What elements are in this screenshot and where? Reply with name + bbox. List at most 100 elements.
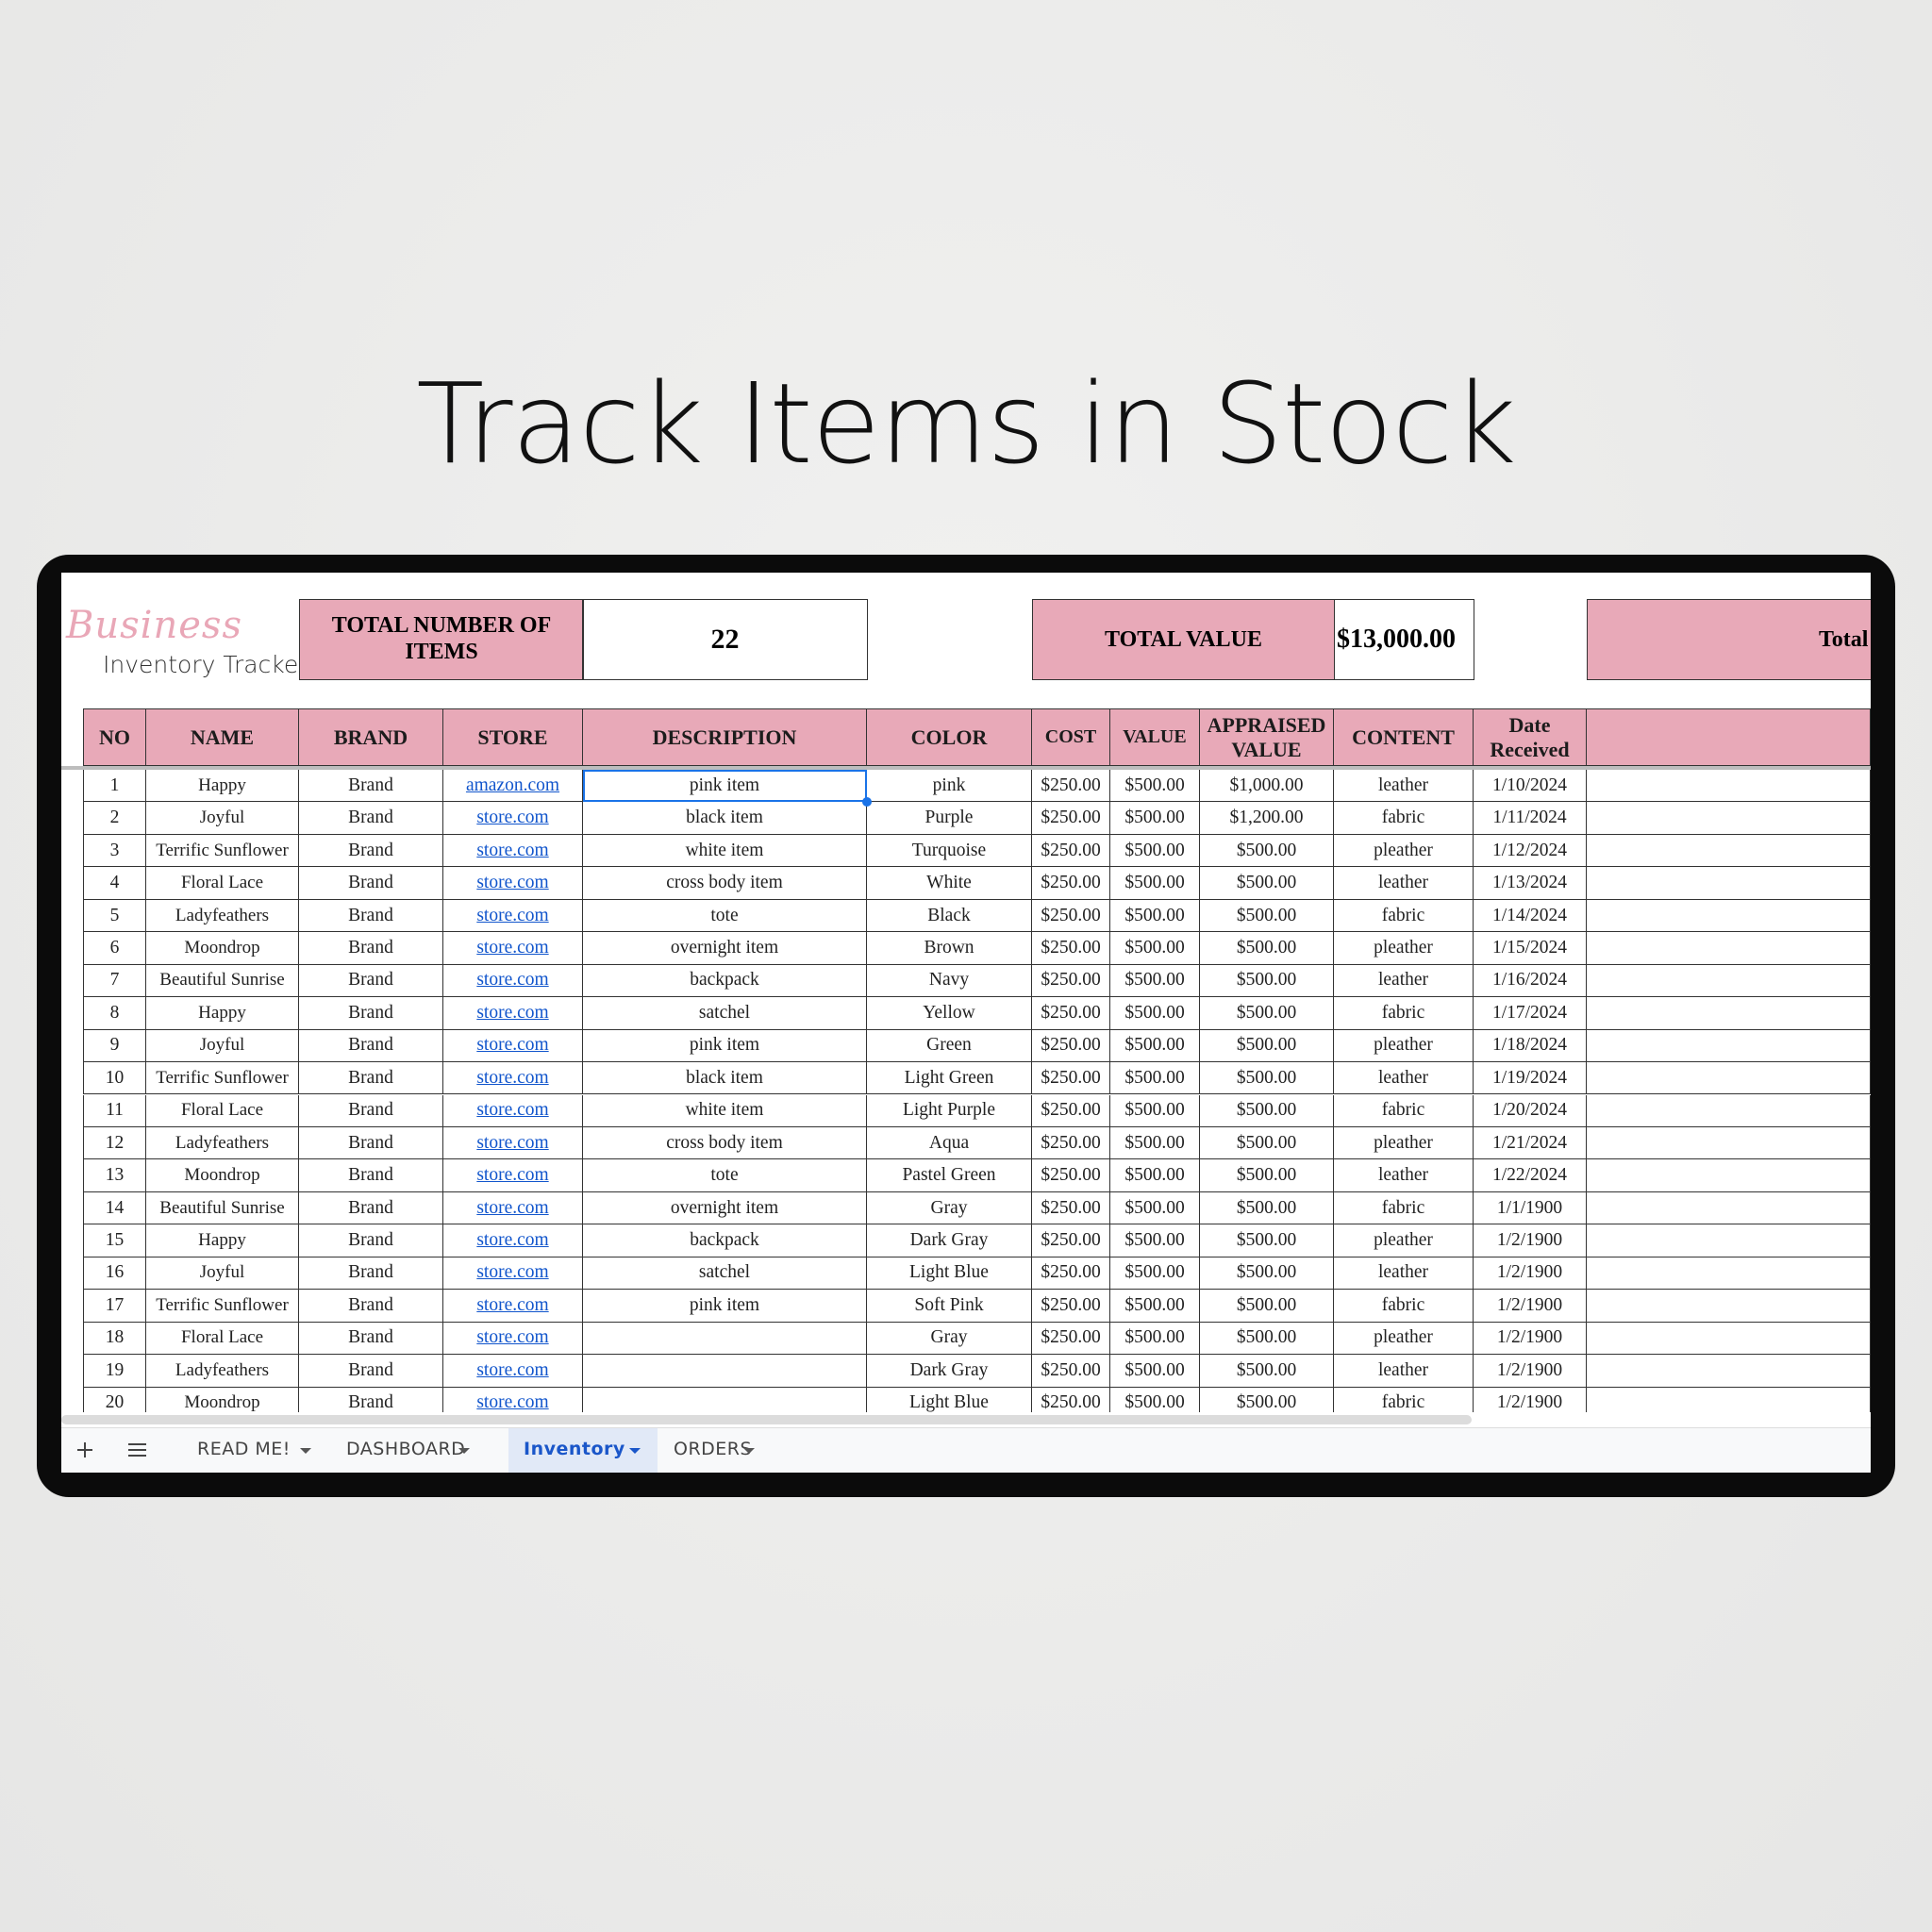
table-cell: $500.00 <box>1200 1355 1334 1388</box>
table-cell: Aqua <box>867 1126 1032 1160</box>
store-link[interactable]: store.com <box>443 1322 583 1356</box>
table-cell: $500.00 <box>1200 1062 1334 1095</box>
table-cell: Light Blue <box>867 1257 1032 1291</box>
table-cell: Brand <box>299 1094 443 1127</box>
table-cell: leather <box>1334 867 1474 900</box>
table-cell: Brand <box>299 834 443 868</box>
table-cell: Gray <box>867 1191 1032 1225</box>
column-header: STORE <box>443 708 583 766</box>
table-cell: $500.00 <box>1200 867 1334 900</box>
table-cell: $500.00 <box>1110 1062 1200 1095</box>
store-link[interactable]: store.com <box>443 1224 583 1257</box>
table-cell: 14 <box>83 1191 146 1225</box>
table-cell: 7 <box>83 964 146 998</box>
table-cell[interactable]: pink item <box>583 770 867 803</box>
table-cell: pleather <box>1334 1126 1474 1160</box>
store-link[interactable]: amazon.com <box>443 770 583 803</box>
table-cell: Moondrop <box>146 1387 299 1412</box>
table-cell: Brand <box>299 867 443 900</box>
store-link[interactable]: store.com <box>443 1159 583 1192</box>
table-cell: Brand <box>299 932 443 965</box>
store-link[interactable]: store.com <box>443 1387 583 1412</box>
table-cell: 6 <box>83 932 146 965</box>
table-cell: $250.00 <box>1032 964 1110 998</box>
table-cell: $500.00 <box>1110 1387 1200 1412</box>
table-cell: leather <box>1334 964 1474 998</box>
table-cell: $500.00 <box>1200 964 1334 998</box>
store-link[interactable]: store.com <box>443 802 583 835</box>
table-cell: 13 <box>83 1159 146 1192</box>
table-cell: $250.00 <box>1032 770 1110 803</box>
table-cell: 1/1/1900 <box>1474 1191 1587 1225</box>
sheet-tab[interactable]: Inventory <box>508 1428 658 1473</box>
table-cell: tote <box>583 899 867 933</box>
store-link[interactable]: store.com <box>443 1355 583 1388</box>
table-cell: overnight item <box>583 1191 867 1225</box>
store-link[interactable]: store.com <box>443 1029 583 1063</box>
table-cell: $250.00 <box>1032 867 1110 900</box>
table: NO 1 2 3 4 5 6 7 8 9 10 11 12 13 14 15 16 17 18 19 20 NAME Hap… <box>61 708 1871 1412</box>
store-link[interactable]: store.com <box>443 964 583 998</box>
store-link[interactable]: store.com <box>443 834 583 868</box>
table-cell: $500.00 <box>1110 867 1200 900</box>
store-link[interactable]: store.com <box>443 1257 583 1291</box>
table-cell: Brand <box>299 1387 443 1412</box>
table-cell: Beautiful Sunrise <box>146 1191 299 1225</box>
store-link[interactable]: store.com <box>443 1191 583 1225</box>
table-cell: 1/2/1900 <box>1474 1224 1587 1257</box>
store-link[interactable]: store.com <box>443 1062 583 1095</box>
sheet-tab[interactable]: DASHBOARD <box>331 1428 487 1473</box>
table-cell: $500.00 <box>1200 1224 1334 1257</box>
table-cell: 20 <box>83 1387 146 1412</box>
store-link[interactable]: store.com <box>443 997 583 1030</box>
store-link[interactable]: store.com <box>443 932 583 965</box>
all-sheets-icon <box>128 1443 146 1445</box>
table-cell: black item <box>583 802 867 835</box>
table-cell: $250.00 <box>1032 1224 1110 1257</box>
table-cell: $500.00 <box>1110 1159 1200 1192</box>
table-cell: Turquoise <box>867 834 1032 868</box>
store-link[interactable]: store.com <box>443 1290 583 1323</box>
table-cell: Brand <box>299 1159 443 1192</box>
table-cell: $250.00 <box>1032 1290 1110 1323</box>
table-cell: Ladyfeathers <box>146 1126 299 1160</box>
table-cell: backpack <box>583 1224 867 1257</box>
sheet-tab-label: Inventory <box>524 1439 625 1459</box>
spreadsheet-screen: Business Inventory Tracker TOTAL NUMBER OF… <box>61 573 1871 1473</box>
table-cell: Brown <box>867 932 1032 965</box>
store-link[interactable]: store.com <box>443 899 583 933</box>
store-link[interactable]: store.com <box>443 1094 583 1127</box>
table-cell: 1/21/2024 <box>1474 1126 1587 1160</box>
total-items-value: 22 <box>582 599 868 680</box>
store-link[interactable]: store.com <box>443 1126 583 1160</box>
sheet-tab[interactable]: ORDERS <box>658 1428 772 1473</box>
table-cell: Brand <box>299 1126 443 1160</box>
table-cell: Brand <box>299 802 443 835</box>
table-cell: $250.00 <box>1032 802 1110 835</box>
table-cell: $500.00 <box>1110 1322 1200 1356</box>
table-cell: Brand <box>299 899 443 933</box>
table-cell: fabric <box>1334 1191 1474 1225</box>
heading: Track Items in Stock <box>416 358 1517 489</box>
empty-cell <box>1587 964 1871 998</box>
empty-cell <box>1587 802 1871 835</box>
table-cell: $250.00 <box>1032 1126 1110 1160</box>
table-cell: 1/2/1900 <box>1474 1322 1587 1356</box>
empty-cell <box>1587 1159 1871 1192</box>
table-cell: Terrific Sunflower <box>146 1290 299 1323</box>
table-cell: $500.00 <box>1200 1191 1334 1225</box>
table-cell: $250.00 <box>1032 834 1110 868</box>
table-cell: $500.00 <box>1110 932 1200 965</box>
table-cell: $250.00 <box>1032 1159 1110 1192</box>
table-cell: Brand <box>299 1029 443 1063</box>
sheet-tab[interactable]: READ ME! <box>182 1428 328 1473</box>
scrollbar[interactable] <box>61 1415 1472 1424</box>
empty-cell <box>1587 899 1871 933</box>
total-value-value: $13,000.00 <box>1334 599 1474 680</box>
table-cell: 1/22/2024 <box>1474 1159 1587 1192</box>
empty-cell <box>1587 834 1871 868</box>
table-cell: $500.00 <box>1110 834 1200 868</box>
store-link[interactable]: store.com <box>443 867 583 900</box>
table-cell: $500.00 <box>1110 1290 1200 1323</box>
sheet-tab-label: ORDERS <box>674 1439 753 1459</box>
